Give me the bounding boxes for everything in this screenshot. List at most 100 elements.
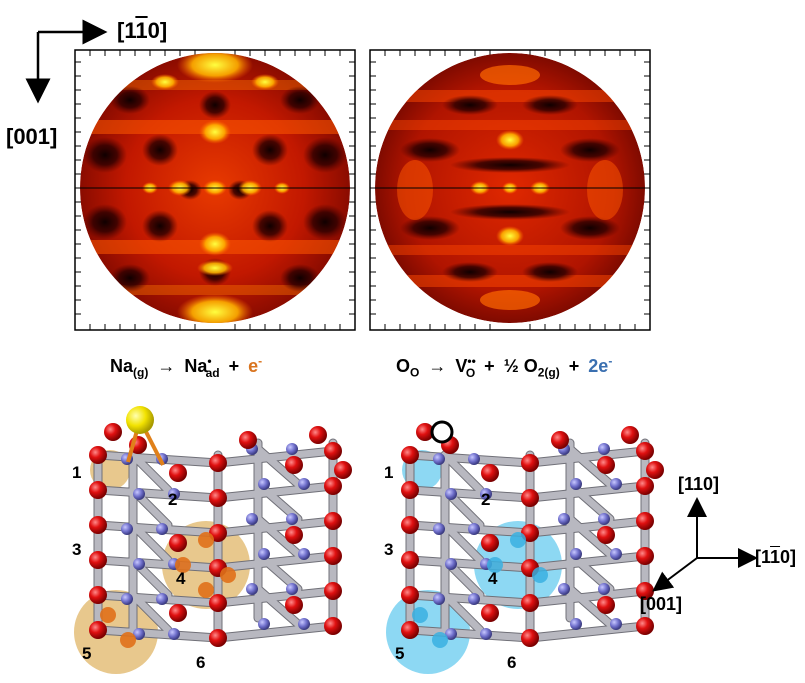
bond <box>214 517 337 537</box>
metal-atom <box>121 523 133 535</box>
metal-atom <box>468 523 480 535</box>
bond <box>214 587 337 607</box>
metal-atom <box>298 618 310 630</box>
oxygen-atom <box>334 461 352 479</box>
bond <box>214 447 337 467</box>
oxygen-atom <box>89 446 107 464</box>
left-heatmap-panel <box>74 49 356 331</box>
metal-atom <box>286 583 298 595</box>
bottom-axis-right-label: [110] <box>755 547 797 567</box>
metal-atom <box>610 548 622 560</box>
oxygen-atom <box>401 516 419 534</box>
oxygen-atom <box>636 617 654 635</box>
sodium-site-atom <box>198 582 214 598</box>
metal-atom <box>156 593 168 605</box>
metal-atom <box>258 618 270 630</box>
oxygen-atom <box>285 526 303 544</box>
left-site-label-6: 6 <box>196 653 206 672</box>
top-horizontal-axis-label: [110] <box>117 18 168 43</box>
oxygen-atom <box>551 431 569 449</box>
bond <box>406 626 534 642</box>
metal-atom <box>480 628 492 640</box>
oxygen-atom <box>401 481 419 499</box>
bond <box>129 591 172 634</box>
bond <box>214 482 337 502</box>
oxygen-atom <box>521 454 539 472</box>
bond <box>526 622 649 642</box>
metal-atom <box>445 628 457 640</box>
right-heatmap-ticks <box>370 50 650 330</box>
bond <box>526 482 649 502</box>
top-vertical-axis-label: [001] <box>6 124 58 149</box>
metal-atom <box>468 453 480 465</box>
oxygen-atom <box>209 594 227 612</box>
metal-atom <box>558 513 570 525</box>
oxygen-atom <box>89 621 107 639</box>
left-site-label-1: 1 <box>72 463 82 482</box>
equation-right: OO → V••O + ½ O2(g) + 2e- <box>396 354 613 380</box>
metal-atom <box>468 593 480 605</box>
metal-atom <box>258 478 270 490</box>
bond <box>566 515 614 558</box>
bond <box>566 445 614 488</box>
oxygen-atom <box>621 426 639 444</box>
metal-atom <box>598 583 610 595</box>
metal-atom <box>133 488 145 500</box>
bond <box>406 486 534 502</box>
bond <box>254 585 302 628</box>
right-site-label-6: 6 <box>507 653 517 672</box>
oxygen-atom <box>636 512 654 530</box>
right-site-label-2: 2 <box>481 490 491 509</box>
metal-atom <box>168 488 180 500</box>
oxygen-atom <box>597 456 615 474</box>
oxygen-atom <box>169 534 187 552</box>
oxygen-atom <box>89 516 107 534</box>
metal-atom <box>445 488 457 500</box>
oxygen-atom <box>597 596 615 614</box>
oxygen-atom <box>239 431 257 449</box>
oxygen-atom <box>636 582 654 600</box>
metal-atom <box>433 523 445 535</box>
metal-atom <box>246 513 258 525</box>
bond <box>94 626 222 642</box>
sodium-site-atom <box>100 607 116 623</box>
bond <box>441 521 484 564</box>
oxygen-atom <box>521 629 539 647</box>
bond <box>129 521 172 564</box>
sodium-site-atom <box>175 557 191 573</box>
metal-atom <box>286 513 298 525</box>
oxygen-atom <box>636 547 654 565</box>
sodium-atom <box>126 406 154 434</box>
metal-atom <box>610 478 622 490</box>
metal-atom <box>570 478 582 490</box>
oxygen-atom <box>309 426 327 444</box>
crystal-structure-sodium <box>74 406 352 674</box>
left-site-label-5: 5 <box>82 644 92 663</box>
bottom-axis-up-label: [110] <box>678 474 720 494</box>
metal-atom <box>598 513 610 525</box>
oxygen-atom <box>401 586 419 604</box>
oxygen-atom <box>521 594 539 612</box>
metal-atom <box>258 548 270 560</box>
right-heatmap-panel <box>369 49 651 331</box>
bottom-axis-down-label: [001] <box>640 594 683 614</box>
left-site-label-3: 3 <box>72 540 82 559</box>
oxygen-atom <box>209 454 227 472</box>
oxygen-atom <box>324 477 342 495</box>
oxygen-atom <box>401 621 419 639</box>
bond <box>566 585 614 628</box>
bond <box>254 515 302 558</box>
vacancy-site-atom <box>487 557 503 573</box>
oxygen-atom <box>285 596 303 614</box>
metal-atom <box>570 548 582 560</box>
sodium-site-atom <box>220 567 236 583</box>
bond <box>526 552 649 572</box>
bond <box>441 451 484 494</box>
vacancy-site-atom <box>412 607 428 623</box>
left-site-label-2: 2 <box>168 490 178 509</box>
oxygen-atom <box>636 477 654 495</box>
metal-atom <box>286 443 298 455</box>
right-site-label-1: 1 <box>384 463 394 482</box>
oxygen-atom <box>104 423 122 441</box>
bond <box>406 556 534 572</box>
